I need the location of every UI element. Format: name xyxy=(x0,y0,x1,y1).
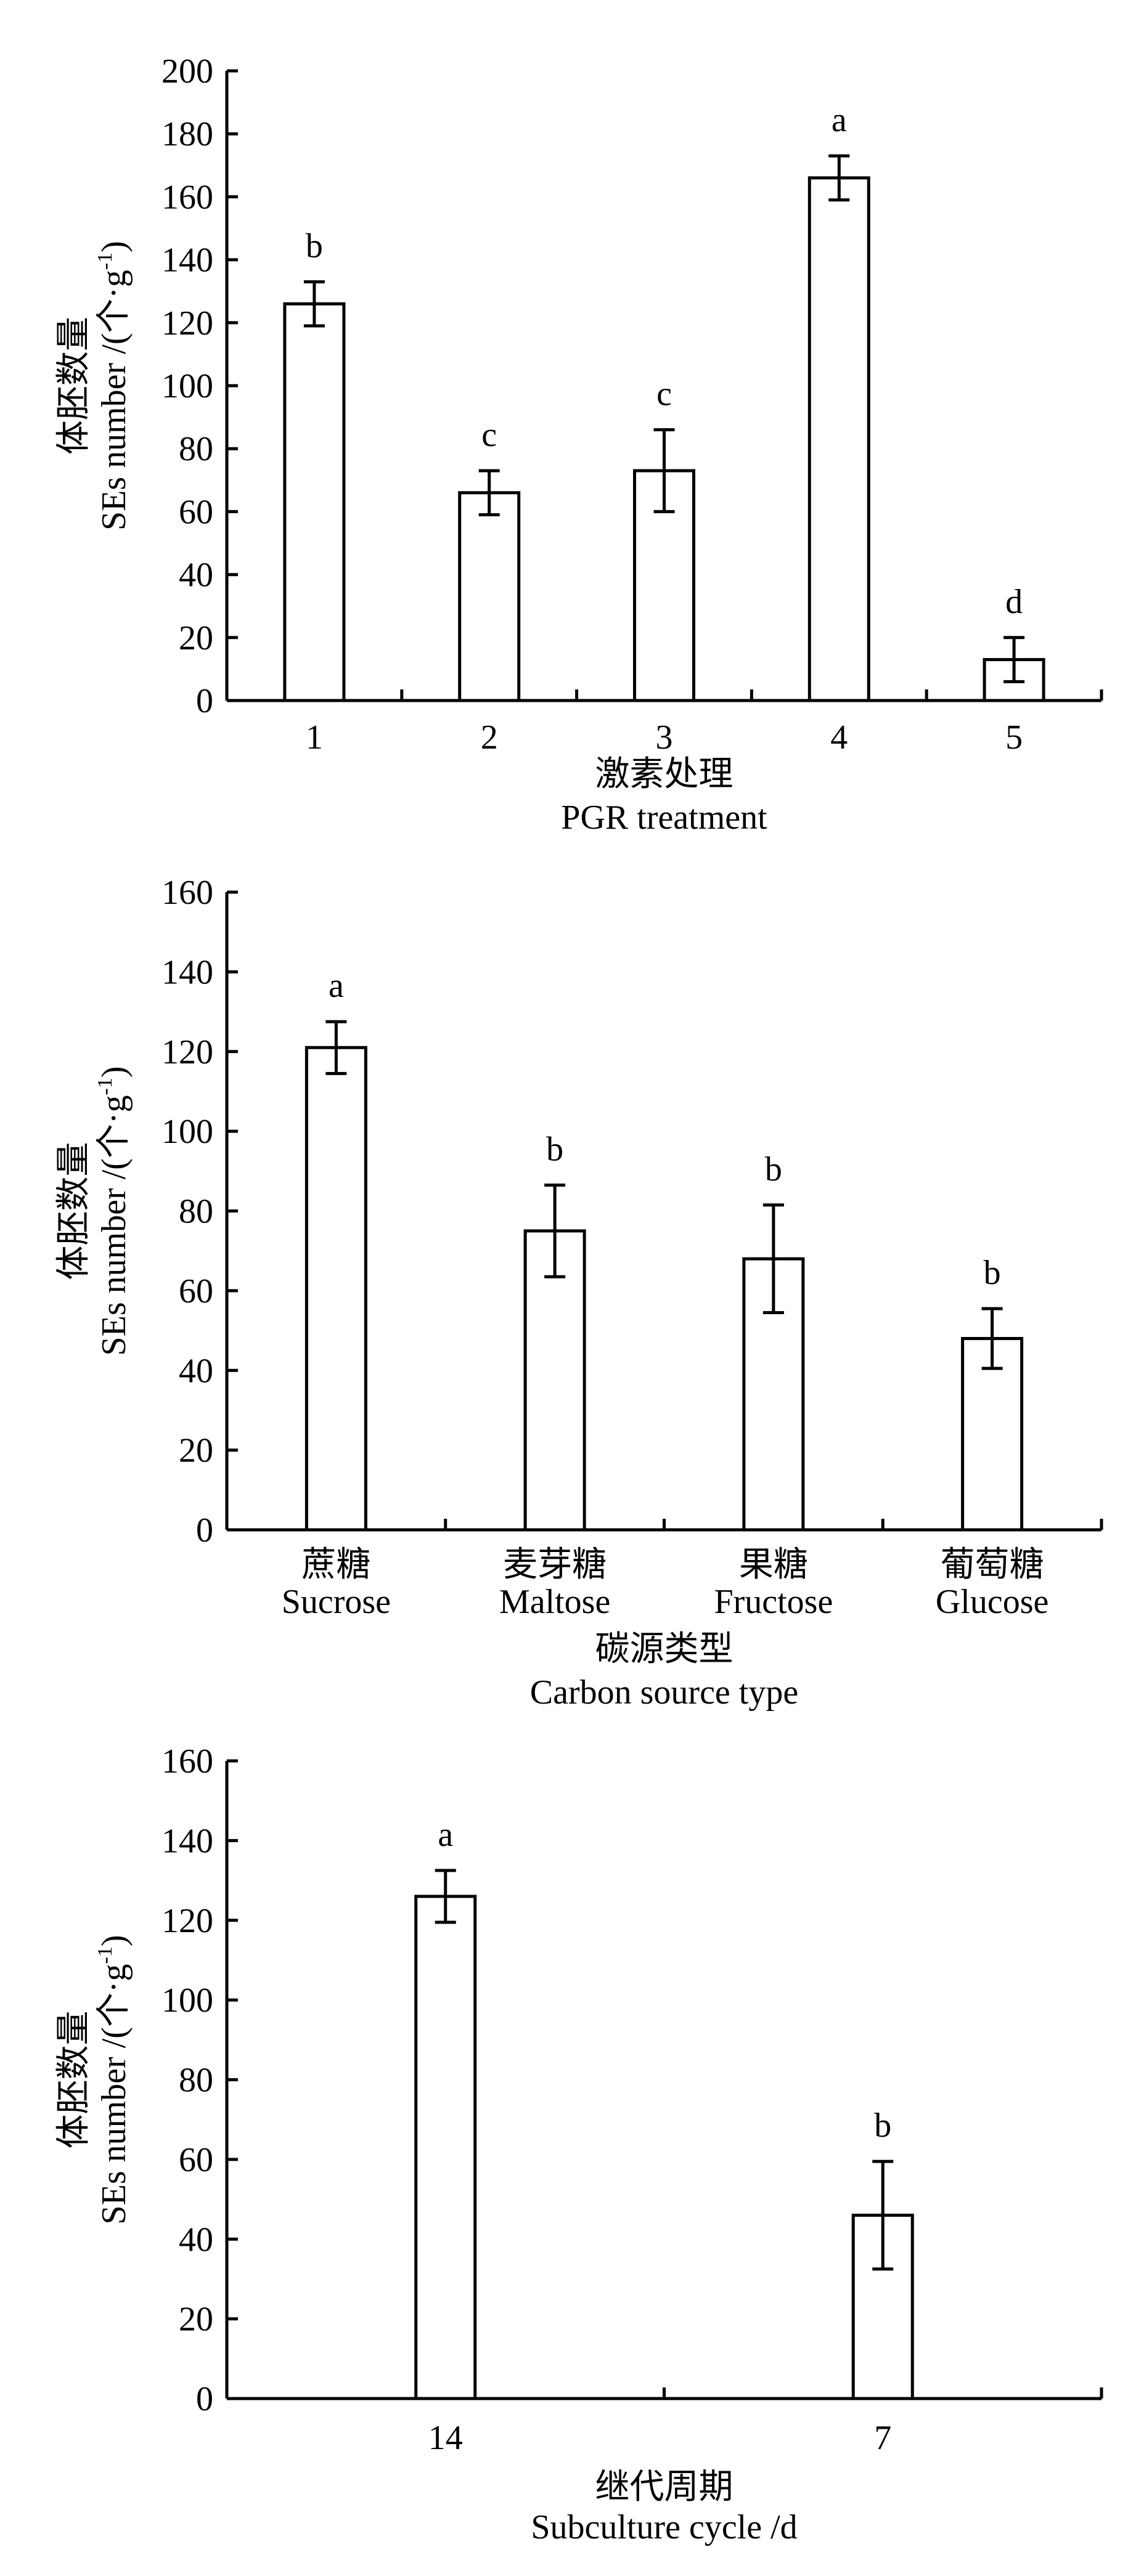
x-tick-label: 果糖 xyxy=(739,1546,808,1584)
significance-letter: b xyxy=(546,1130,563,1168)
y-axis-title-main: SEs number /(个·g xyxy=(95,1964,133,2224)
y-axis-title-close: ) xyxy=(95,241,133,253)
x-tick-label: 7 xyxy=(874,2419,891,2457)
chart-panel-3: 0 20 40 60 80 100 120 140 160 a 14 b 7 继代周期Subculture… xyxy=(54,1742,1103,2546)
y-tick-label: 120 xyxy=(161,1033,213,1071)
y-tick-label: 100 xyxy=(161,367,213,405)
y-tick-label: 40 xyxy=(179,1352,213,1390)
x-axis-title: Subculture cycle /d xyxy=(531,2508,797,2546)
y-tick-label: 20 xyxy=(179,1432,213,1470)
y-tick-label: 120 xyxy=(161,304,213,343)
y-tick-label: 0 xyxy=(196,2380,213,2418)
y-tick-label: 80 xyxy=(179,1193,213,1231)
x-tick-label: 14 xyxy=(428,2419,463,2457)
x-tick-label: 麦芽糖 xyxy=(503,1546,607,1584)
y-tick-label: 60 xyxy=(179,2141,213,2179)
y-tick-label: 120 xyxy=(161,1902,213,1940)
x-tick-label-en: Fructose xyxy=(714,1583,833,1621)
bar xyxy=(283,302,346,702)
y-tick-label: 140 xyxy=(161,953,213,991)
y-axis-title-close: ) xyxy=(95,1066,133,1078)
y-tick-label: 140 xyxy=(161,242,213,280)
y-tick-label: 140 xyxy=(161,1822,213,1860)
y-tick-label: 80 xyxy=(179,2062,213,2100)
significance-letter: b xyxy=(765,1150,782,1188)
y-tick-label: 160 xyxy=(161,1742,213,1781)
significance-letter: c xyxy=(481,416,497,454)
y-axis-title: SEs number /(个·g-1) xyxy=(94,1935,133,2224)
y-tick-label: 60 xyxy=(179,493,213,531)
x-tick-label-en: Glucose xyxy=(936,1583,1049,1621)
y-tick-label: 20 xyxy=(179,2301,213,2339)
y-tick-label: 160 xyxy=(161,178,213,216)
y-axis-title: SEs number /(个·g-1) xyxy=(94,241,133,530)
y-tick-label: 40 xyxy=(179,2220,213,2259)
significance-letter: d xyxy=(1005,583,1023,621)
x-tick-label: 1 xyxy=(306,718,323,757)
x-tick-label: 4 xyxy=(830,718,848,757)
significance-letter: b xyxy=(984,1254,1001,1292)
y-tick-label: 160 xyxy=(161,874,213,912)
x-axis-title: Carbon source type xyxy=(530,1673,798,1712)
x-tick-label: 5 xyxy=(1005,718,1023,757)
y-tick-label: 100 xyxy=(161,1113,213,1151)
significance-letter: b xyxy=(874,2107,891,2145)
bar xyxy=(961,1337,1024,1532)
x-tick-label: 蔗糖 xyxy=(301,1546,370,1584)
significance-letter: b xyxy=(306,227,323,265)
x-tick-label: 3 xyxy=(656,718,673,757)
x-tick-label-en: Sucrose xyxy=(282,1583,391,1621)
y-axis-title-sup: -1 xyxy=(94,1078,116,1095)
y-axis-title-sup: -1 xyxy=(94,253,116,270)
y-tick-label: 0 xyxy=(196,682,213,720)
y-axis-title-zh: 体胚数量 xyxy=(54,2011,94,2149)
y-tick-label: 40 xyxy=(179,556,213,595)
y-tick-label: 100 xyxy=(161,1981,213,2020)
significance-letter: a xyxy=(329,967,344,1005)
bar xyxy=(414,1895,477,2400)
y-tick-label: 80 xyxy=(179,430,213,468)
y-tick-label: 180 xyxy=(161,115,213,153)
y-axis-title-main: SEs number /(个·g xyxy=(95,1095,133,1355)
x-tick-label-en: Maltose xyxy=(499,1583,610,1621)
x-axis-title-zh: 碳源类型 xyxy=(595,1629,733,1669)
y-axis-title-sup: -1 xyxy=(94,1946,116,1964)
y-axis-title-main: SEs number /(个·g xyxy=(95,270,133,530)
y-axis-title-zh: 体胚数量 xyxy=(54,1142,94,1280)
significance-letter: a xyxy=(832,101,847,139)
y-axis-title: SEs number /(个·g-1) xyxy=(94,1066,133,1355)
bar xyxy=(458,491,521,702)
significance-letter: c xyxy=(656,375,672,413)
x-axis-title-zh: 继代周期 xyxy=(595,2467,733,2507)
x-axis-title: PGR treatment xyxy=(561,798,767,837)
y-tick-label: 200 xyxy=(161,52,213,91)
y-axis-title-zh: 体胚数量 xyxy=(54,317,94,455)
bar xyxy=(304,1046,367,1532)
chart-panel-1: 0 20 40 60 80 100 120 140 160 180 200 b 1 c 2 c 3 a 4 d 5 激素处… xyxy=(54,52,1103,837)
x-axis-title-zh: 激素处理 xyxy=(595,754,733,794)
significance-letter: a xyxy=(438,1816,453,1854)
y-tick-label: 0 xyxy=(196,1511,213,1550)
x-tick-label: 2 xyxy=(481,718,498,757)
bar xyxy=(807,176,870,702)
y-axis-title-close: ) xyxy=(95,1935,133,1946)
y-tick-label: 60 xyxy=(179,1272,213,1310)
bar xyxy=(523,1229,586,1532)
x-tick-label: 葡萄糖 xyxy=(941,1546,1044,1584)
y-tick-label: 20 xyxy=(179,619,213,657)
